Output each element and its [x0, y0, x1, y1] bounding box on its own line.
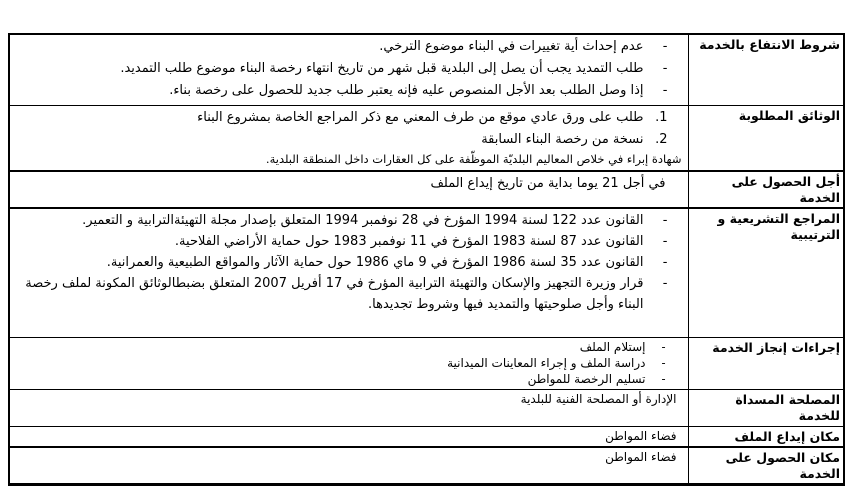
row-header-legal-references: المراجع التشريعية و الترتيبية	[687, 207, 845, 339]
row-content-obtaining-place: فضاء المواطن	[8, 446, 689, 486]
row-content-service-procedure: - إستلام الملف - دراسة الملف و إجراء الم…	[8, 337, 689, 391]
list-marker: -	[661, 356, 666, 371]
list-marker: -	[662, 276, 668, 292]
list-item: - تسليم الرخصة للمواطن	[12, 371, 666, 387]
list-item: - القانون عدد 87 لسنة 1983 المؤرخ في 11 …	[12, 231, 668, 252]
row-content-required-documents: 1. طلب على ورق عادي موقع من طرف المعني م…	[8, 105, 689, 172]
list-item-text: قرار وزيرة التجهيز والإسكان والتهيئة الت…	[25, 276, 644, 313]
row-header-filing-place: مكان إيداع الملف	[687, 425, 845, 448]
table-row: شروط الانتفاع بالخدمة - عدم إحداث أية تغ…	[8, 33, 845, 106]
list-item: 1. طلب على ورق عادي موقع من طرف المعني م…	[12, 107, 668, 129]
table-row: الوثائق المطلوبة 1. طلب على ورق عادي موق…	[8, 105, 845, 172]
dash-list: - إستلام الملف - دراسة الملف و إجراء الم…	[12, 339, 686, 387]
list-item: - إستلام الملف	[12, 339, 666, 355]
list-marker: -	[662, 213, 668, 229]
list-item: - دراسة الملف و إجراء المعاينات الميداني…	[12, 355, 666, 371]
list-item-text: القانون عدد 87 لسنة 1983 المؤرخ في 11 نو…	[174, 234, 644, 250]
document-page: شروط الانتفاع بالخدمة - عدم إحداث أية تغ…	[8, 33, 845, 486]
list-item-text: تسليم الرخصة للمواطن	[527, 372, 646, 387]
row-header-service-delay: أجل الحصول على الخدمة	[687, 169, 845, 210]
table-row: إجراءات إنجاز الخدمة - إستلام الملف - در…	[8, 337, 845, 391]
list-item-text: إستلام الملف	[579, 340, 646, 355]
list-item-text: القانون عدد 122 لسنة 1994 المؤرخ في 28 ن…	[82, 213, 644, 229]
cell-text: فضاء المواطن	[605, 428, 677, 443]
list-item: - القانون عدد 122 لسنة 1994 المؤرخ في 28…	[12, 210, 668, 231]
list-item-text: عدم إحداث أية تغييرات في البناء موضوع ال…	[379, 39, 644, 54]
row-content-service-delay: في أجل 21 يوما بداية من تاريخ إيداع المل…	[8, 169, 689, 210]
list-number: 2.	[655, 132, 668, 147]
list-number: 1.	[655, 110, 668, 125]
table-row: مكان الحصول على الخدمة فضاء المواطن	[8, 446, 845, 486]
list-item: - قرار وزيرة التجهيز والإسكان والتهيئة ا…	[12, 273, 668, 315]
list-marker: -	[662, 39, 668, 54]
list-item: - إذا وصل الطلب بعد الأجل المنصوص عليه ف…	[12, 80, 668, 102]
list-item-text: نسخة من رخصة البناء السابقة	[481, 132, 644, 147]
dash-list: - القانون عدد 122 لسنة 1994 المؤرخ في 28…	[12, 210, 686, 315]
list-item-text: القانون عدد 35 لسنة 1986 المؤرخ في 9 ماي…	[106, 255, 644, 271]
list-item: - طلب التمديد يجب أن يصل إلى البلدية قبل…	[12, 58, 668, 80]
list-item-text: طلب على ورق عادي موقع من طرف المعني مع ذ…	[197, 110, 644, 125]
row-header-obtaining-place: مكان الحصول على الخدمة	[687, 446, 845, 486]
row-content-providing-department: الإدارة أو المصلحة الفنية للبلدية	[8, 389, 689, 427]
list-item: - عدم إحداث أية تغييرات في البناء موضوع …	[12, 36, 668, 58]
cell-text: فضاء المواطن	[605, 450, 677, 465]
row-header-service-conditions: شروط الانتفاع بالخدمة	[687, 33, 845, 106]
table-row: المراجع التشريعية و الترتيبية - القانون …	[8, 207, 845, 339]
list-item: 2. نسخة من رخصة البناء السابقة	[12, 129, 668, 151]
list-marker: -	[661, 340, 666, 355]
row-content-legal-references: - القانون عدد 122 لسنة 1994 المؤرخ في 28…	[8, 207, 689, 339]
dash-list: - عدم إحداث أية تغييرات في البناء موضوع …	[12, 36, 686, 102]
table-row: مكان إيداع الملف فضاء المواطن	[8, 425, 845, 448]
list-marker: -	[662, 61, 668, 76]
row-header-required-documents: الوثائق المطلوبة	[687, 105, 845, 172]
row-content-service-conditions: - عدم إحداث أية تغييرات في البناء موضوع …	[8, 33, 689, 106]
row-header-service-procedure: إجراءات إنجاز الخدمة	[687, 337, 845, 391]
table-row: أجل الحصول على الخدمة في أجل 21 يوما بدا…	[8, 169, 845, 210]
service-description-table: شروط الانتفاع بالخدمة - عدم إحداث أية تغ…	[8, 33, 845, 486]
list-item: - القانون عدد 35 لسنة 1986 المؤرخ في 9 م…	[12, 252, 668, 273]
list-marker: -	[662, 83, 668, 98]
list-marker: -	[662, 255, 668, 271]
row-header-providing-department: المصلحة المسداة للخدمة	[687, 389, 845, 427]
document-note: شهادة إبراء في خلاص المعاليم البلديّة ال…	[265, 152, 682, 166]
list-item-text: دراسة الملف و إجراء المعاينات الميدانية	[447, 356, 646, 371]
row-content-filing-place: فضاء المواطن	[8, 425, 689, 448]
table-row: المصلحة المسداة للخدمة الإدارة أو المصلح…	[8, 389, 845, 427]
numbered-list: 1. طلب على ورق عادي موقع من طرف المعني م…	[12, 107, 686, 151]
list-item-text: إذا وصل الطلب بعد الأجل المنصوص عليه فإن…	[169, 83, 644, 98]
list-marker: -	[662, 234, 668, 250]
list-item-text: طلب التمديد يجب أن يصل إلى البلدية قبل ش…	[120, 61, 644, 76]
cell-text: في أجل 21 يوما بداية من تاريخ إيداع المل…	[430, 176, 666, 191]
cell-text: الإدارة أو المصلحة الفنية للبلدية	[520, 392, 677, 407]
list-marker: -	[661, 372, 666, 387]
